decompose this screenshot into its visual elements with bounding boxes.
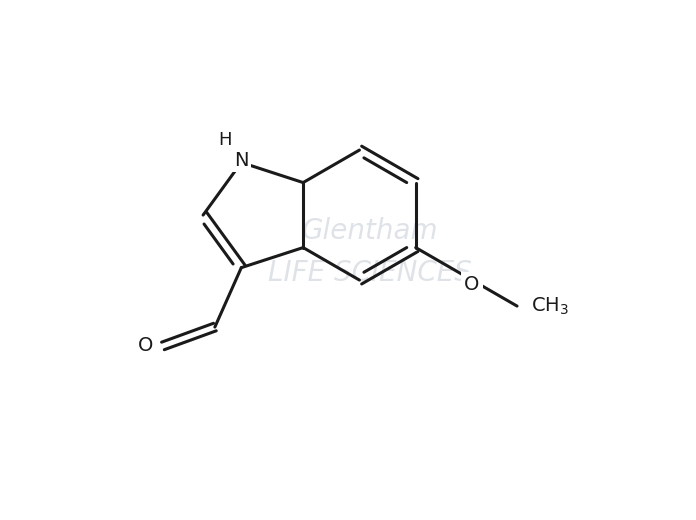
- Text: N: N: [234, 151, 248, 170]
- Text: Glentham
LIFE SCIENCES: Glentham LIFE SCIENCES: [268, 217, 472, 287]
- Text: CH$_3$: CH$_3$: [531, 295, 569, 317]
- Text: O: O: [138, 336, 153, 356]
- Text: O: O: [464, 275, 480, 294]
- Text: H: H: [219, 132, 232, 149]
